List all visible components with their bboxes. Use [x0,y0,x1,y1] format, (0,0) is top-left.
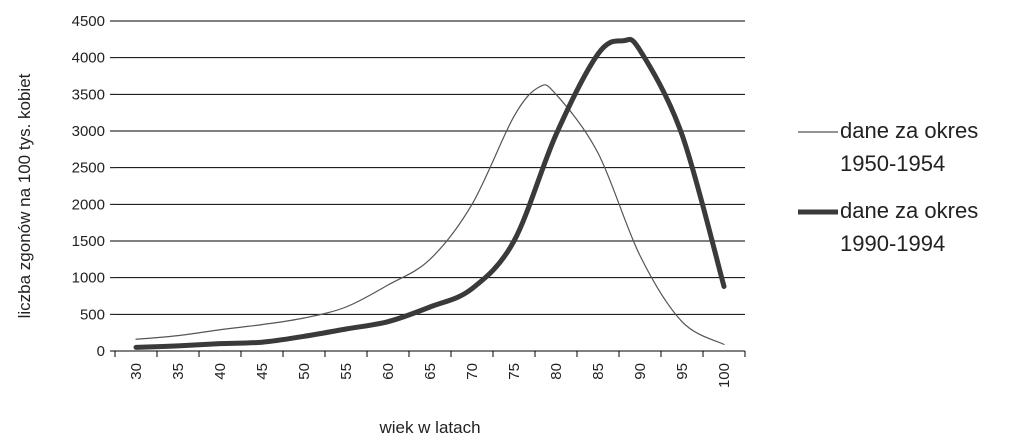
x-tick-label: 80 [548,363,565,380]
x-tick-label: 70 [464,363,481,380]
legend: dane za okres 1950-1954 dane za okres 1990-… [798,118,978,256]
legend-label: dane za okres [840,118,978,143]
series-line-2 [133,36,727,350]
x-tick-label: 90 [632,363,649,380]
x-tick-label: 65 [422,363,439,380]
series-line-1 [135,84,725,345]
x-axis-label: wiek w latach [378,418,480,437]
legend-label: 1990-1994 [840,231,945,256]
x-tick-label: 30 [128,363,145,380]
legend-label: 1950-1954 [840,151,945,176]
series-lines [133,36,727,350]
x-tick-label: 75 [506,363,523,380]
y-tick-label: 2000 [72,196,105,213]
y-tick-label: 1500 [72,233,105,250]
x-tick-label: 85 [590,363,607,380]
x-tick-label: 50 [296,363,313,380]
x-tick-label: 100 [716,363,733,388]
x-axis-ticks: 30 35 40 45 50 55 60 65 70 75 80 85 90 95 100 [114,351,746,388]
y-tick-label: 4500 [72,13,105,30]
x-tick-label: 55 [338,363,355,380]
y-axis-ticks: 0 500 1000 1500 2000 2500 3000 3500 4000 4500 [72,13,115,360]
y-tick-label: 1000 [72,270,105,287]
y-tick-label: 3000 [72,123,105,140]
x-tick-label: 40 [212,363,229,380]
x-tick-label: 45 [254,363,271,380]
y-tick-label: 3500 [72,86,105,103]
y-axis-label: liczba zgonów na 100 tys. kobiet [15,73,34,318]
x-tick-label: 35 [170,363,187,380]
x-tick-label: 95 [674,363,691,380]
grid-lines [115,20,745,315]
y-tick-label: 500 [80,306,105,323]
y-tick-label: 2500 [72,160,105,177]
x-tick-label: 60 [380,363,397,380]
y-tick-label: 0 [97,343,105,360]
y-tick-label: 4000 [72,50,105,67]
legend-label: dane za okres [840,198,978,223]
